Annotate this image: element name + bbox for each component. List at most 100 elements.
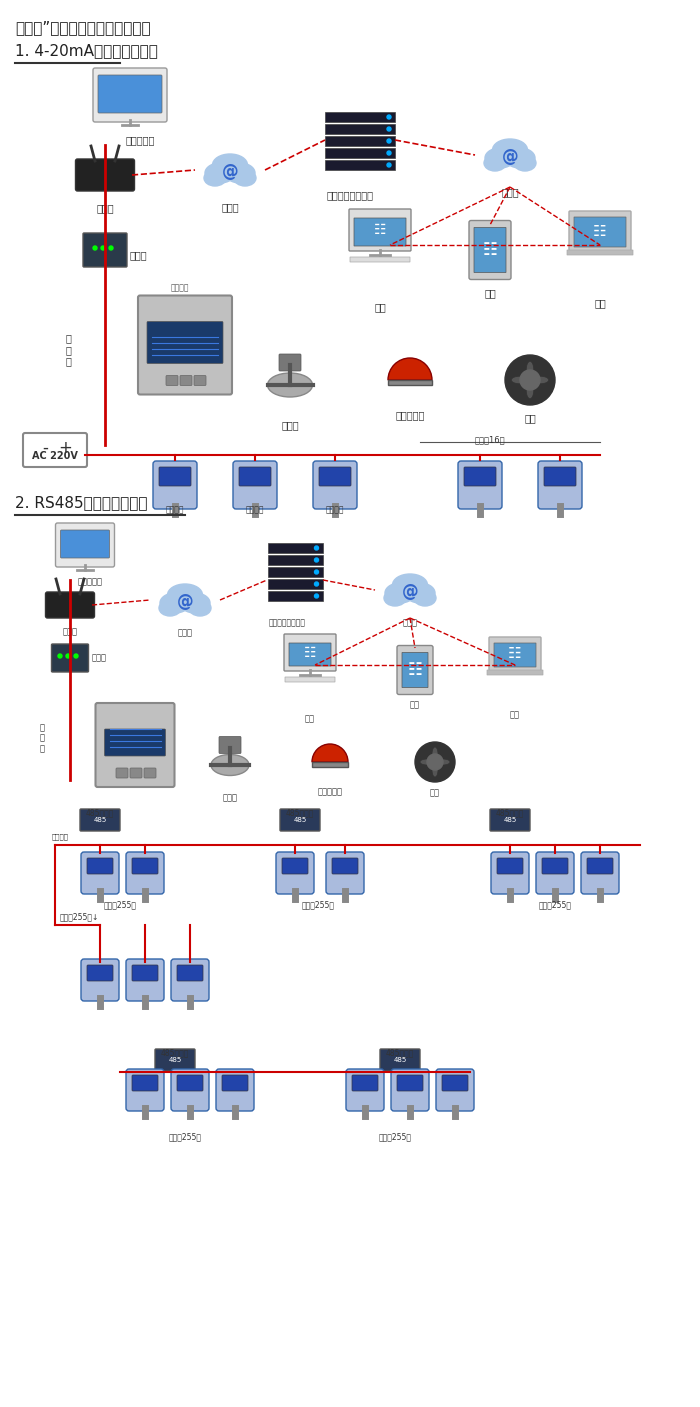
Ellipse shape bbox=[436, 758, 450, 765]
FancyBboxPatch shape bbox=[216, 1069, 254, 1112]
Text: 可连接255台↓: 可连接255台↓ bbox=[60, 912, 99, 922]
Text: ☷: ☷ bbox=[508, 646, 522, 661]
Text: 485: 485 bbox=[503, 817, 517, 823]
Text: @: @ bbox=[402, 582, 419, 601]
Circle shape bbox=[387, 163, 391, 167]
Text: 声光报警器: 声光报警器 bbox=[318, 787, 342, 796]
Circle shape bbox=[427, 754, 443, 770]
FancyBboxPatch shape bbox=[153, 461, 197, 509]
FancyBboxPatch shape bbox=[487, 670, 543, 675]
FancyBboxPatch shape bbox=[180, 376, 192, 386]
Text: 电磁阀: 电磁阀 bbox=[281, 421, 299, 431]
Text: 485中继器: 485中继器 bbox=[286, 808, 314, 817]
Circle shape bbox=[314, 559, 318, 561]
Ellipse shape bbox=[432, 747, 438, 761]
Text: 终端: 终端 bbox=[594, 298, 606, 308]
FancyBboxPatch shape bbox=[325, 160, 395, 170]
FancyBboxPatch shape bbox=[285, 677, 335, 682]
FancyBboxPatch shape bbox=[354, 218, 406, 246]
FancyBboxPatch shape bbox=[46, 592, 94, 618]
FancyBboxPatch shape bbox=[538, 461, 582, 509]
FancyBboxPatch shape bbox=[469, 221, 511, 280]
FancyBboxPatch shape bbox=[325, 148, 395, 158]
Circle shape bbox=[93, 246, 97, 250]
Text: 路由器: 路由器 bbox=[96, 203, 114, 212]
Text: 互联网: 互联网 bbox=[178, 628, 193, 637]
FancyBboxPatch shape bbox=[93, 68, 167, 122]
Circle shape bbox=[101, 246, 105, 250]
Ellipse shape bbox=[213, 153, 248, 176]
Text: ☷: ☷ bbox=[482, 241, 498, 259]
FancyBboxPatch shape bbox=[346, 1069, 384, 1112]
Text: 可连接255台: 可连接255台 bbox=[302, 900, 335, 909]
FancyBboxPatch shape bbox=[326, 853, 364, 893]
Text: 可连接255台: 可连接255台 bbox=[538, 900, 571, 909]
Circle shape bbox=[387, 127, 391, 131]
FancyBboxPatch shape bbox=[132, 965, 158, 981]
FancyBboxPatch shape bbox=[587, 858, 613, 874]
Text: 485中继器: 485中继器 bbox=[86, 808, 114, 817]
Text: 安帕尔网络服务器: 安帕尔网络服务器 bbox=[326, 190, 374, 200]
FancyBboxPatch shape bbox=[177, 965, 203, 981]
Ellipse shape bbox=[267, 373, 312, 397]
FancyBboxPatch shape bbox=[80, 809, 120, 832]
Ellipse shape bbox=[484, 155, 506, 172]
FancyBboxPatch shape bbox=[147, 322, 223, 363]
FancyBboxPatch shape bbox=[126, 960, 164, 1000]
Ellipse shape bbox=[526, 362, 533, 378]
Ellipse shape bbox=[526, 381, 533, 398]
Ellipse shape bbox=[505, 148, 535, 167]
Text: 互联网: 互联网 bbox=[501, 187, 519, 197]
FancyBboxPatch shape bbox=[194, 376, 206, 386]
FancyBboxPatch shape bbox=[222, 1075, 248, 1090]
Text: 485中继器: 485中继器 bbox=[496, 808, 524, 817]
Text: 485: 485 bbox=[169, 1057, 181, 1064]
Ellipse shape bbox=[180, 592, 210, 613]
FancyBboxPatch shape bbox=[116, 768, 128, 778]
FancyBboxPatch shape bbox=[464, 467, 496, 485]
Circle shape bbox=[505, 355, 555, 405]
Wedge shape bbox=[312, 744, 348, 763]
FancyBboxPatch shape bbox=[442, 1075, 468, 1090]
FancyBboxPatch shape bbox=[87, 965, 113, 981]
FancyBboxPatch shape bbox=[569, 211, 631, 250]
FancyBboxPatch shape bbox=[104, 729, 165, 756]
Text: 东智环境: 东智环境 bbox=[171, 283, 189, 293]
FancyBboxPatch shape bbox=[380, 1050, 420, 1071]
Ellipse shape bbox=[167, 584, 202, 606]
Ellipse shape bbox=[420, 758, 434, 765]
FancyBboxPatch shape bbox=[391, 1069, 429, 1112]
Text: ☷: ☷ bbox=[407, 661, 422, 680]
Circle shape bbox=[314, 594, 318, 598]
Text: 单机版电脑: 单机版电脑 bbox=[78, 577, 102, 585]
FancyBboxPatch shape bbox=[325, 124, 395, 134]
FancyBboxPatch shape bbox=[132, 1075, 158, 1090]
Circle shape bbox=[109, 246, 113, 250]
Ellipse shape bbox=[393, 574, 428, 597]
FancyBboxPatch shape bbox=[397, 646, 433, 695]
Text: +: + bbox=[58, 439, 72, 457]
Ellipse shape bbox=[189, 599, 211, 616]
Ellipse shape bbox=[160, 592, 190, 613]
Circle shape bbox=[415, 741, 455, 782]
Text: 1. 4-20mA信号连接系统图: 1. 4-20mA信号连接系统图 bbox=[15, 44, 158, 58]
FancyBboxPatch shape bbox=[98, 75, 162, 113]
FancyBboxPatch shape bbox=[491, 853, 529, 893]
FancyBboxPatch shape bbox=[313, 461, 357, 509]
Ellipse shape bbox=[493, 139, 528, 160]
Text: 可连接255台: 可连接255台 bbox=[379, 1133, 412, 1141]
FancyBboxPatch shape bbox=[402, 653, 428, 688]
Ellipse shape bbox=[205, 163, 235, 183]
Text: ☷: ☷ bbox=[374, 222, 386, 236]
FancyBboxPatch shape bbox=[352, 1075, 378, 1090]
FancyBboxPatch shape bbox=[76, 159, 134, 191]
Ellipse shape bbox=[234, 170, 256, 186]
Text: 安帕尔网络服务器: 安帕尔网络服务器 bbox=[269, 618, 305, 628]
FancyBboxPatch shape bbox=[497, 858, 523, 874]
FancyBboxPatch shape bbox=[239, 467, 271, 485]
FancyBboxPatch shape bbox=[350, 257, 410, 262]
Circle shape bbox=[66, 654, 70, 658]
FancyBboxPatch shape bbox=[171, 1069, 209, 1112]
Text: @: @ bbox=[176, 592, 193, 611]
Text: 可连接255台: 可连接255台 bbox=[104, 900, 136, 909]
